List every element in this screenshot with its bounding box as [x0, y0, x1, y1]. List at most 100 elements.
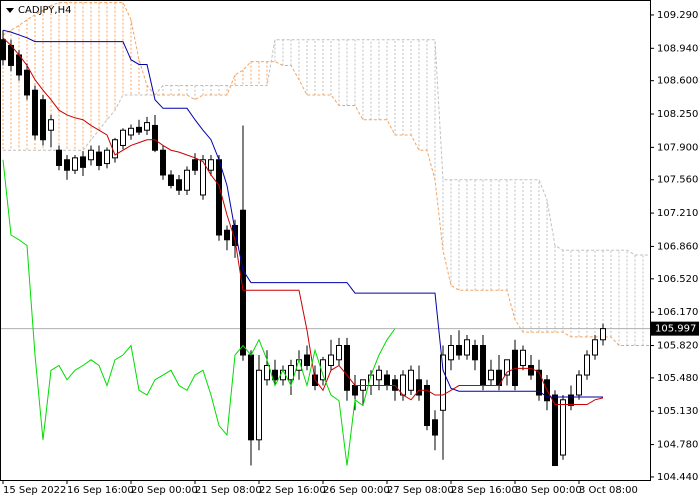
candle-body — [344, 344, 350, 391]
x-tick-label: 22 Sep 16:00 — [259, 485, 326, 496]
candle-body — [568, 394, 574, 407]
candle-body — [40, 99, 46, 141]
candle-body — [592, 339, 598, 356]
candle-body — [384, 374, 390, 387]
candle-body — [536, 369, 542, 396]
candle-body — [104, 149, 110, 165]
y-tick-label: 107.560 — [657, 175, 698, 186]
candle-body — [48, 119, 54, 131]
y-tick-label: 108.940 — [657, 43, 698, 54]
candle-body — [456, 344, 462, 356]
candle-body — [24, 69, 30, 96]
y-tick-label: 107.210 — [657, 208, 698, 219]
chart-title: CADJPY,H4 — [18, 5, 71, 16]
candle-body — [400, 374, 406, 396]
candle-body — [272, 369, 278, 381]
candle-body — [8, 44, 14, 66]
candle-body — [328, 354, 334, 367]
candle-body — [88, 149, 94, 161]
plot-area — [1, 2, 650, 467]
candle-body — [528, 365, 534, 376]
candle-body — [96, 151, 102, 166]
x-tick-label: 15 Sep 2022 — [3, 485, 66, 496]
y-tick-label: 107.900 — [657, 142, 698, 153]
candle-body — [224, 229, 230, 241]
candle-body — [176, 179, 182, 191]
candle-body — [464, 339, 470, 356]
y-tick-label: 105.130 — [657, 406, 698, 417]
y-tick-label: 104.780 — [657, 440, 698, 451]
candle-body — [432, 419, 438, 436]
candle-body — [136, 126, 142, 133]
candle-body — [256, 369, 262, 441]
candle-body — [128, 127, 134, 136]
candle-body — [200, 159, 206, 196]
y-tick-label: 109.290 — [657, 10, 698, 21]
candle-body — [416, 379, 422, 396]
plot-border — [0, 0, 651, 481]
candle-body — [488, 369, 494, 381]
y-tick-label: 104.440 — [657, 472, 698, 483]
tenkan-line — [2, 37, 604, 406]
candle-body — [376, 369, 382, 381]
candle-body — [1, 39, 6, 61]
candle-body — [72, 157, 78, 171]
candle-body — [408, 369, 414, 391]
candle-body — [520, 349, 526, 367]
candle-body — [64, 159, 70, 171]
current-price-label: 105.997 — [655, 324, 696, 335]
y-tick-label: 106.170 — [657, 307, 698, 318]
y-tick-label: 108.600 — [657, 76, 698, 87]
candle-body — [560, 399, 566, 456]
candle-body — [240, 209, 246, 356]
y-tick-label: 108.250 — [657, 109, 698, 120]
current-price-box — [651, 321, 699, 336]
candle-body — [144, 122, 150, 131]
candle-body — [32, 89, 38, 136]
candle-body — [552, 394, 558, 467]
y-tick-label: 105.820 — [657, 340, 698, 351]
candle-body — [232, 224, 238, 246]
candle-body — [152, 124, 158, 151]
candle-body — [168, 174, 174, 186]
title-marker — [6, 8, 14, 13]
candle-body — [424, 385, 430, 427]
candle-body — [600, 328, 606, 341]
candle-body — [264, 365, 270, 381]
candle-body — [120, 129, 126, 146]
x-tick-label: 20 Sep 00:00 — [131, 485, 198, 496]
y-tick-label: 105.480 — [657, 373, 698, 384]
y-tick-label: 106.860 — [657, 241, 698, 252]
x-tick-label: 28 Sep 16:00 — [451, 485, 518, 496]
candle-body — [504, 359, 510, 376]
x-tick-label: 27 Sep 08:00 — [387, 485, 454, 496]
candle-body — [480, 344, 486, 387]
candle-body — [304, 354, 310, 367]
x-tick-label: 3 Oct 08:00 — [579, 485, 638, 496]
candle-body — [584, 354, 590, 376]
candle-body — [80, 156, 86, 168]
chikou-line — [2, 159, 396, 466]
senkou_b-line — [3, 39, 650, 256]
x-tick-label: 21 Sep 08:00 — [195, 485, 262, 496]
candle-body — [208, 159, 214, 171]
candle-body — [352, 385, 358, 396]
candle-body — [160, 149, 166, 176]
y-tick-label: 106.520 — [657, 274, 698, 285]
candle-body — [336, 344, 342, 361]
kijun-line — [2, 29, 603, 398]
candle-body — [56, 149, 62, 166]
candle-body — [184, 169, 190, 191]
candle-body — [320, 359, 326, 381]
candle-body — [448, 344, 454, 361]
senkou_a-line — [2, 2, 650, 346]
candle-body — [280, 369, 286, 381]
candle-body — [192, 159, 198, 171]
x-tick-label: 26 Sep 00:00 — [323, 485, 390, 496]
candle-body — [472, 344, 478, 361]
x-tick-label: 30 Sep 00:00 — [515, 485, 582, 496]
candle-body — [440, 354, 446, 411]
candle-body — [216, 159, 222, 236]
